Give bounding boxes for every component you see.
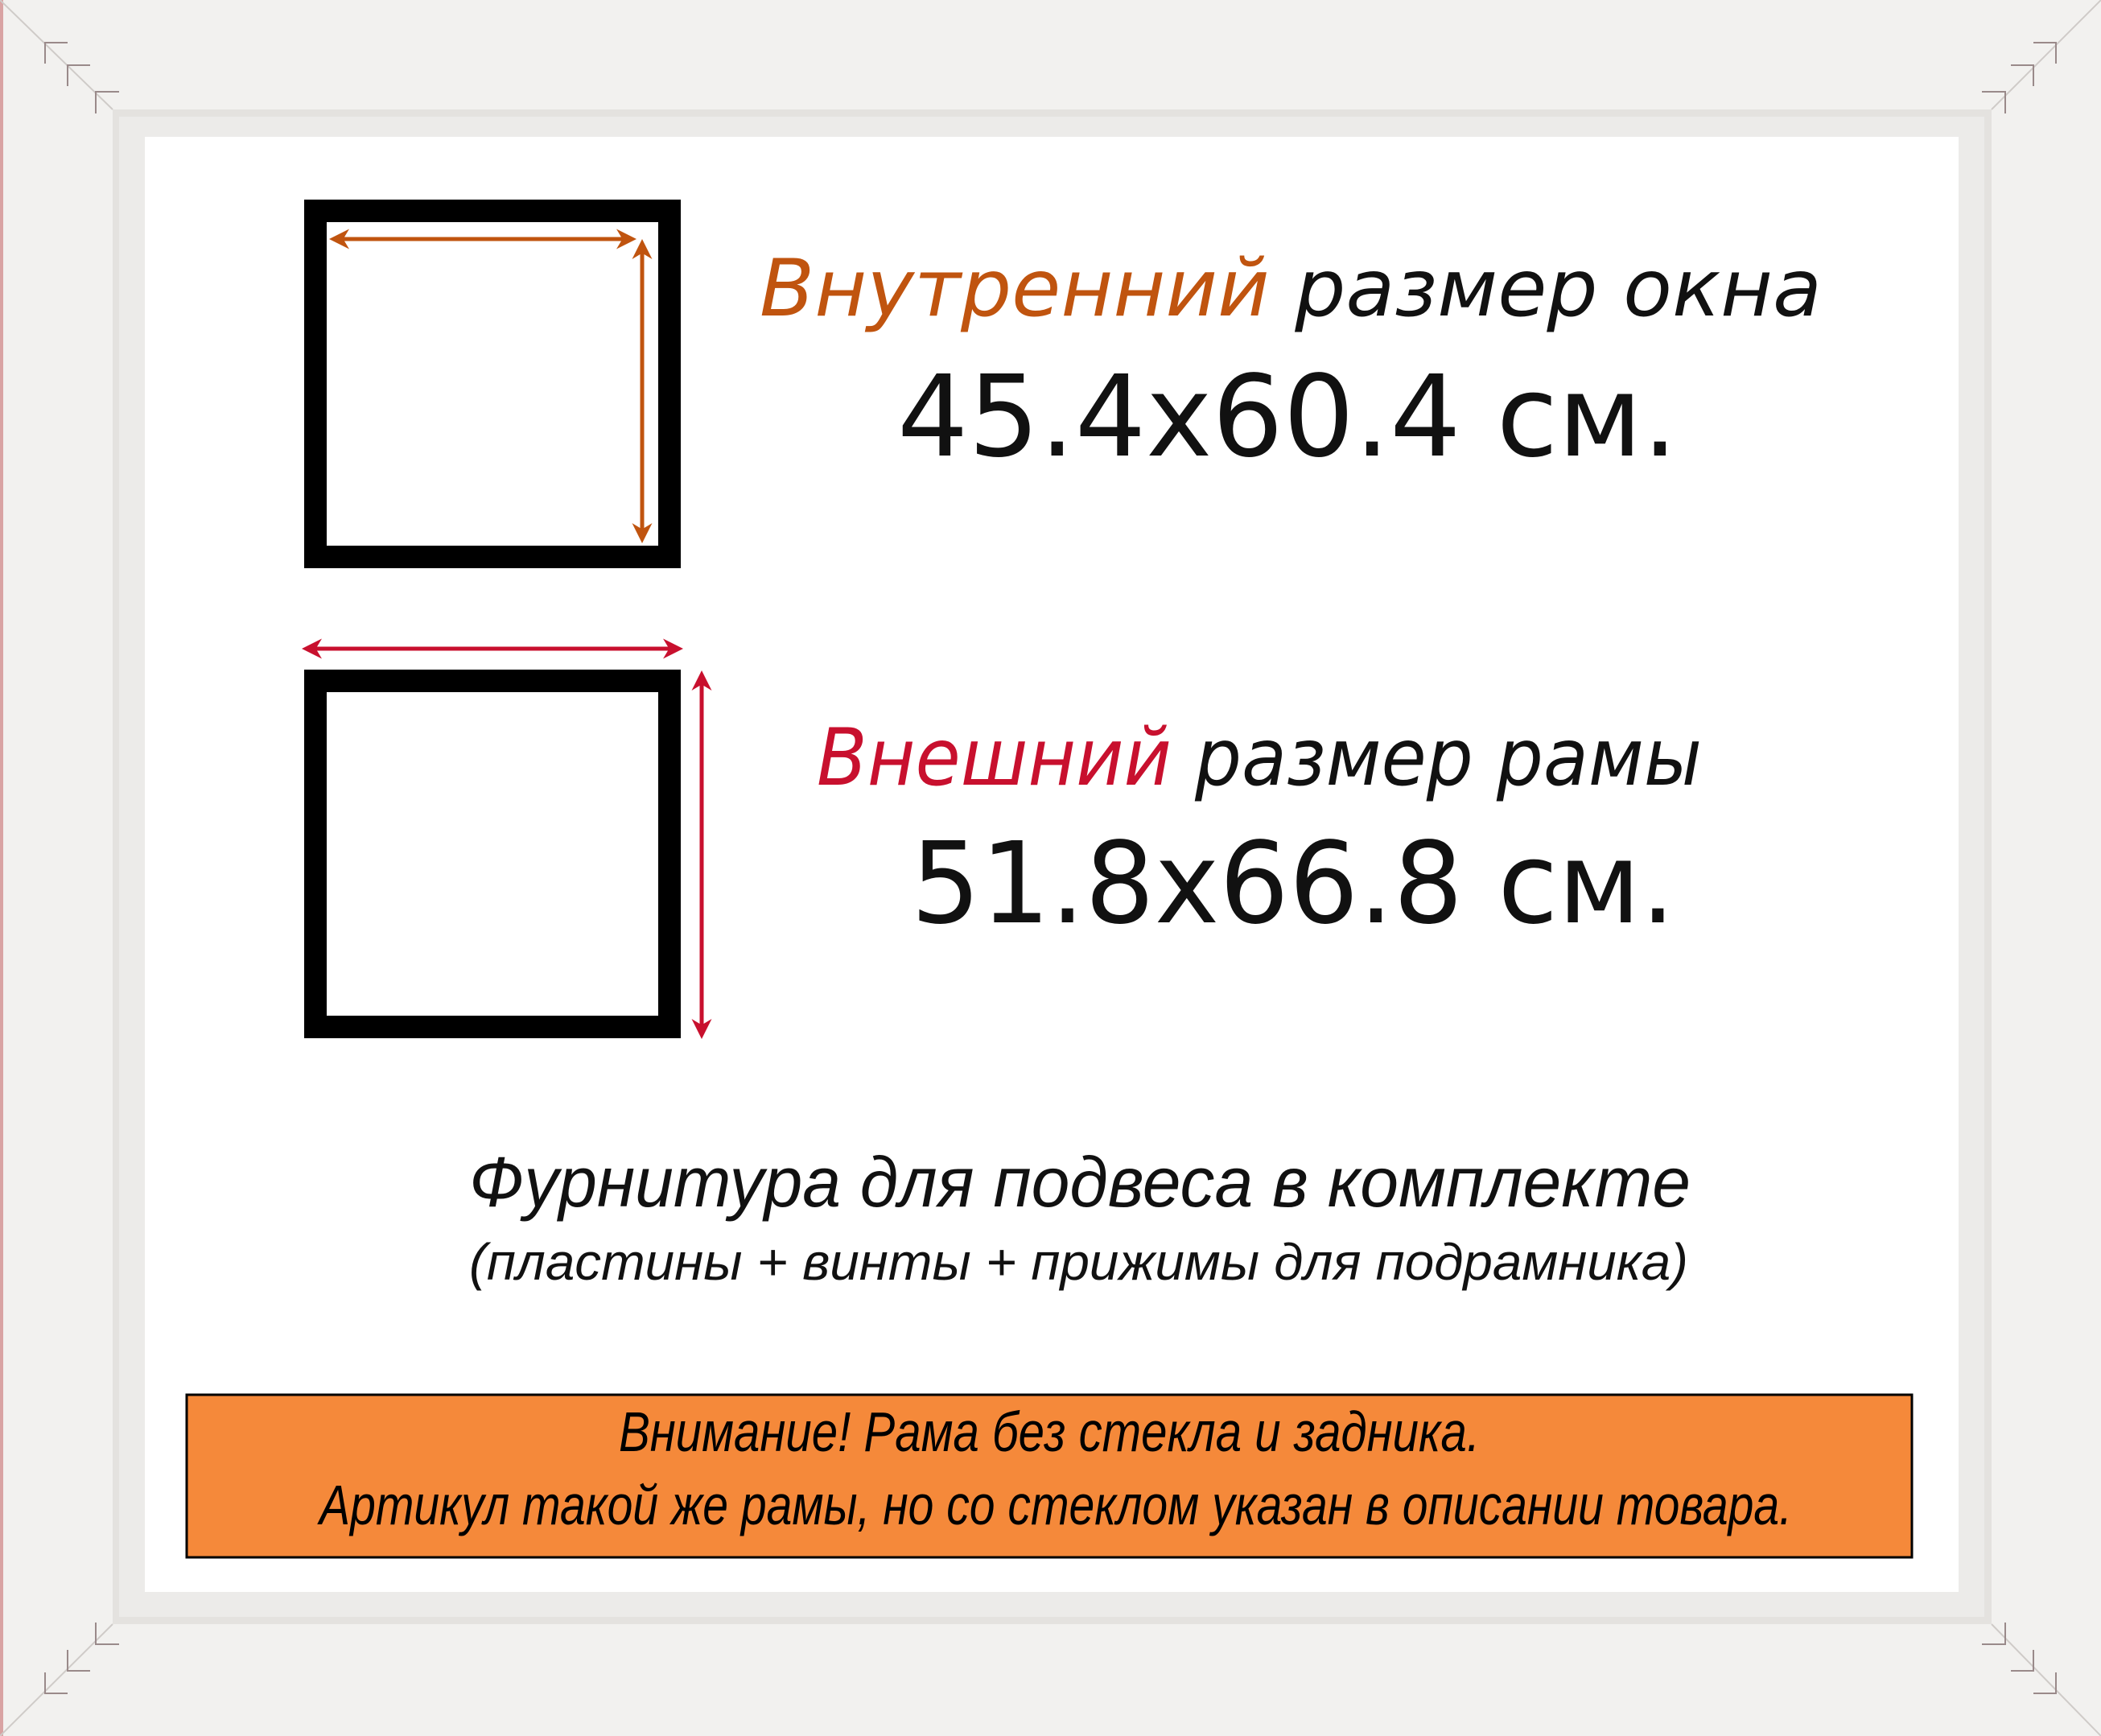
outer-size-value: 51.8x66.8 см. — [911, 819, 1675, 950]
inner-size-diagram-icon — [304, 200, 681, 568]
inner-label-accent: Внутренний — [760, 243, 1270, 335]
outer-size-label: Внешний размер рамы — [817, 712, 1702, 804]
outer-size-diagram-icon — [302, 638, 712, 1039]
inner-label-rest: размер окна — [1294, 243, 1822, 335]
corner-staples-icon — [44, 42, 2057, 1694]
inner-size-value: 45.4x60.4 см. — [897, 352, 1678, 483]
outer-label-accent: Внешний — [817, 712, 1172, 804]
notice-banner: Внимание! Рама без стекла и задника. Арт… — [185, 1393, 1914, 1559]
hardware-line-2: (пластины + винты + прижимы для подрамни… — [469, 1233, 1688, 1291]
inner-size-label: Внутренний размер окна — [760, 243, 1822, 335]
outer-label-rest: размер рамы — [1194, 712, 1702, 804]
notice-line-1: Внимание! Рама без стекла и задника. — [619, 1400, 1480, 1463]
hardware-line-1: Фурнитура для подвеса в комплекте — [469, 1142, 1691, 1222]
notice-line-2: Артикул такой же рамы, но со стеклом ука… — [317, 1474, 1792, 1536]
